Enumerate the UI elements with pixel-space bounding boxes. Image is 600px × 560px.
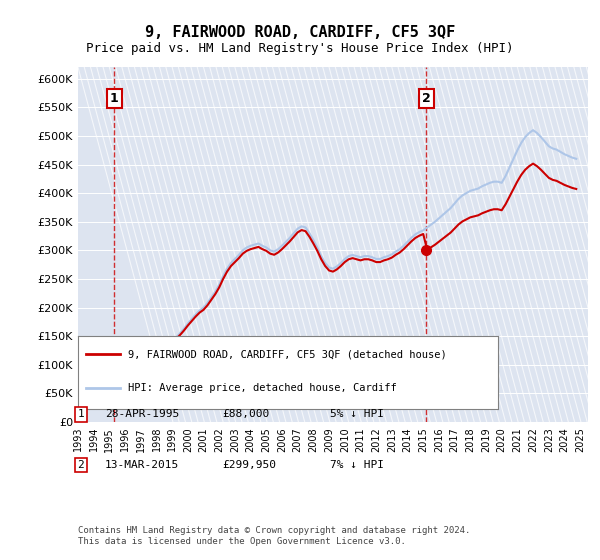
Text: 7% ↓ HPI: 7% ↓ HPI: [330, 460, 384, 470]
Text: 28-APR-1995: 28-APR-1995: [105, 409, 179, 419]
Text: 9, FAIRWOOD ROAD, CARDIFF, CF5 3QF (detached house): 9, FAIRWOOD ROAD, CARDIFF, CF5 3QF (deta…: [128, 349, 447, 359]
Text: 2: 2: [77, 460, 85, 470]
Text: 5% ↓ HPI: 5% ↓ HPI: [330, 409, 384, 419]
Text: HPI: Average price, detached house, Cardiff: HPI: Average price, detached house, Card…: [128, 384, 397, 394]
Text: 13-MAR-2015: 13-MAR-2015: [105, 460, 179, 470]
Text: 1: 1: [77, 409, 85, 419]
Text: 1: 1: [110, 92, 119, 105]
Text: £299,950: £299,950: [222, 460, 276, 470]
Text: 9, FAIRWOOD ROAD, CARDIFF, CF5 3QF: 9, FAIRWOOD ROAD, CARDIFF, CF5 3QF: [145, 25, 455, 40]
Text: Price paid vs. HM Land Registry's House Price Index (HPI): Price paid vs. HM Land Registry's House …: [86, 42, 514, 55]
Text: £88,000: £88,000: [222, 409, 269, 419]
Text: 2: 2: [422, 92, 431, 105]
Text: Contains HM Land Registry data © Crown copyright and database right 2024.
This d: Contains HM Land Registry data © Crown c…: [78, 526, 470, 546]
